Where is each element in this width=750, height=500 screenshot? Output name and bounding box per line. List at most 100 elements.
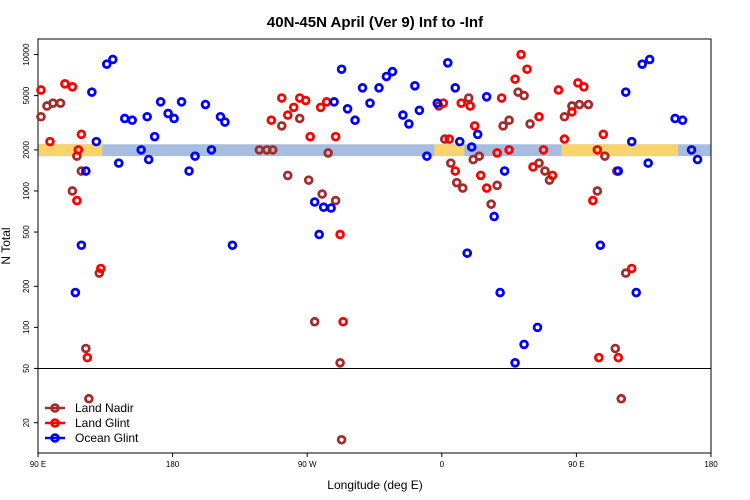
land-nadir-point: [583, 99, 594, 110]
legend-label-ocean-glint: Ocean Glint: [75, 431, 139, 445]
land-glint-point: [76, 129, 87, 140]
land-glint-point: [330, 131, 341, 142]
ocean-glint-point: [510, 358, 520, 368]
land-nadir-point: [294, 113, 305, 124]
ocean-glint-point: [70, 287, 81, 298]
land-nadir-point: [36, 111, 46, 122]
land-glint-point: [567, 107, 577, 117]
ocean-glint-point: [613, 166, 624, 176]
y-axis-label: N Total: [0, 227, 13, 264]
y-tick-label: 500: [22, 225, 31, 239]
chart-title: 40N-45N April (Ver 9) Inf to -Inf: [267, 14, 484, 31]
land-band: [434, 144, 465, 157]
land-glint-point: [456, 98, 467, 108]
land-nadir-point: [498, 121, 508, 131]
land-glint-point: [288, 102, 299, 113]
land-glint-point: [510, 74, 520, 84]
land-nadir-point: [323, 148, 333, 158]
land-nadir-point: [519, 90, 529, 101]
ocean-glint-point: [631, 287, 642, 298]
land-glint-point: [335, 229, 345, 240]
y-tick-label: 100: [22, 320, 31, 334]
land-glint-point: [300, 95, 311, 106]
land-nadir-point: [55, 98, 66, 108]
ocean-glint-point: [309, 197, 320, 207]
ocean-glint-point: [101, 59, 112, 69]
land-nadir-point: [592, 186, 603, 196]
land-nadir-point: [600, 151, 610, 161]
ocean-glint-point: [519, 339, 529, 350]
land-glint-point: [626, 263, 637, 274]
legend-label-land-glint: Land Glint: [75, 416, 130, 430]
y-tick-label: 10000: [22, 43, 31, 66]
ocean-glint-point: [143, 154, 154, 165]
land-glint-point: [72, 195, 82, 206]
x-tick-label: 180: [704, 460, 718, 469]
y-tick-label: 200: [22, 279, 31, 293]
ocean-glint-point: [220, 117, 230, 127]
ocean-glint-point: [176, 97, 187, 107]
ocean-glint-point: [91, 136, 102, 147]
ocean-glint-point: [381, 71, 392, 82]
land-glint-point: [592, 145, 603, 155]
y-tick-label: 5000: [22, 86, 31, 104]
land-nadir-point: [504, 115, 514, 126]
legend-marker-land-glint: [50, 418, 60, 428]
ocean-glint-point: [326, 203, 336, 213]
land-nadir-point: [276, 121, 287, 131]
x-axis-label: Longitude (deg E): [327, 478, 422, 492]
band-layer: [38, 144, 711, 157]
land-nadir-point: [457, 183, 468, 193]
ocean-glint-point: [595, 240, 606, 251]
ocean-glint-point: [81, 166, 91, 176]
ocean-glint-point: [626, 136, 637, 147]
ocean-glint-point: [350, 115, 360, 126]
ocean-glint-point: [155, 97, 166, 107]
ocean-glint-point: [450, 83, 461, 93]
land-glint-point: [492, 148, 502, 158]
x-tick-label: 180: [166, 460, 180, 469]
land-nadir-point: [48, 98, 58, 108]
ocean-glint-point: [620, 87, 631, 97]
ocean-glint-point: [499, 166, 510, 176]
ocean-glint-point: [127, 115, 138, 126]
points-layer: [36, 49, 703, 445]
land-glint-point: [444, 134, 455, 144]
land-glint-point: [547, 170, 558, 181]
ocean-glint-point: [87, 87, 97, 97]
land-nadir-point: [76, 166, 87, 176]
land-nadir-point: [486, 199, 496, 209]
ocean-glint-point: [387, 66, 398, 77]
land-glint-point: [475, 170, 486, 181]
ocean-glint-point: [215, 111, 226, 122]
legend-marker-land-nadir: [50, 403, 60, 413]
ocean-glint-point: [142, 111, 152, 122]
ocean-glint-point: [184, 166, 194, 176]
ocean-glint-point: [357, 83, 368, 93]
land-band: [561, 144, 679, 157]
land-nadir-point: [309, 316, 320, 327]
land-glint-point: [266, 115, 277, 126]
ocean-glint-point: [686, 145, 697, 155]
land-nadir-point: [94, 268, 105, 278]
land-nadir-point: [492, 180, 502, 191]
land-nadir-point: [336, 434, 347, 445]
land-nadir-point: [474, 151, 484, 161]
land-glint-point: [538, 145, 549, 155]
ocean-glint-point: [314, 229, 324, 240]
land-glint-point: [481, 183, 492, 193]
x-tick-label: 90 E: [568, 460, 584, 469]
legend-label-land-nadir: Land Nadir: [75, 401, 134, 415]
ocean-glint-point: [489, 211, 499, 222]
ocean-glint-point: [422, 151, 432, 161]
ocean-glint-point: [532, 322, 543, 333]
land-nadir-point: [317, 189, 327, 199]
ocean-glint-point: [692, 154, 703, 165]
ocean-glint-point: [76, 240, 87, 251]
ocean-glint-point: [410, 81, 420, 91]
land-nadir-point: [268, 145, 278, 155]
land-band: [38, 144, 103, 157]
ocean-glint-point: [190, 151, 200, 161]
